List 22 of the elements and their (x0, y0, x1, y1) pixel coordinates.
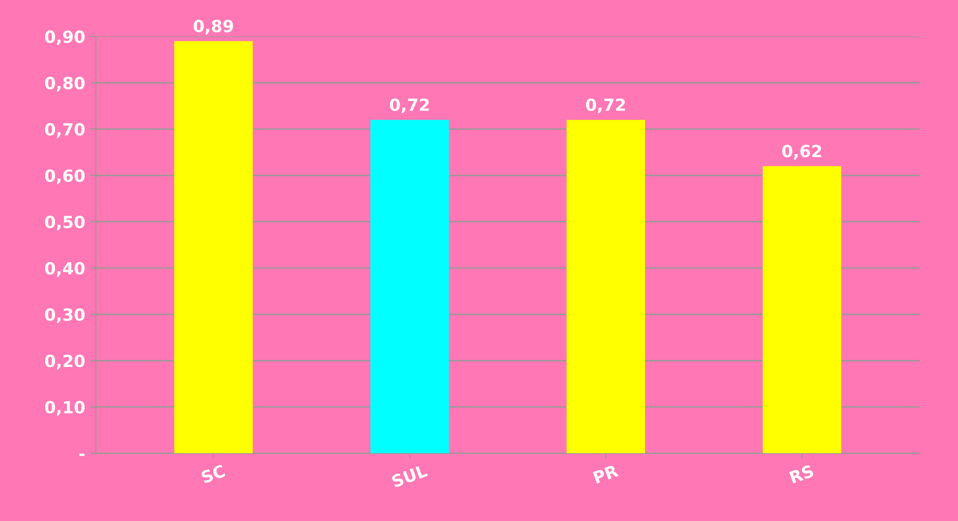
bar (762, 166, 842, 454)
y-tick-label: 0,70 (45, 123, 85, 138)
data-label: 0,72 (586, 98, 625, 114)
y-tick-label: 0,50 (45, 216, 85, 230)
y-tick-label: - (79, 454, 84, 456)
x-tick-label: PR (592, 464, 619, 484)
y-tick-label: 0,40 (45, 262, 85, 277)
x-tick-label: RS (789, 464, 814, 484)
x-tick-label: SC (200, 464, 226, 484)
data-label: 0,72 (390, 98, 429, 114)
bar (370, 120, 449, 454)
bar (174, 41, 253, 454)
data-label: 0,89 (194, 20, 233, 34)
bar (566, 120, 646, 454)
data-label: 0,62 (782, 144, 822, 160)
x-tick-label: SUL (391, 464, 428, 488)
y-tick-label: 0,30 (45, 308, 85, 324)
y-tick-label: 0,90 (45, 30, 85, 46)
y-tick-label: 0,60 (45, 169, 85, 184)
y-tick-label: 0,10 (45, 400, 85, 416)
y-tick-label: 0,20 (45, 354, 85, 370)
y-tick-label: 0,80 (45, 76, 85, 92)
